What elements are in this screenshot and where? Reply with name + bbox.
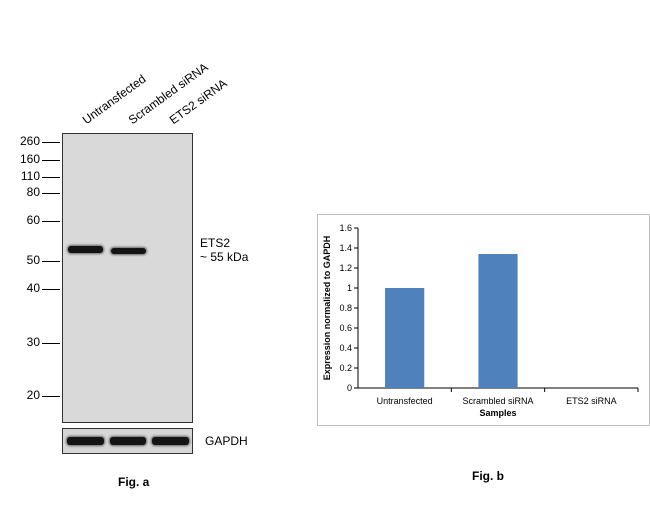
- y-tick-label: 1.6: [339, 223, 352, 233]
- bar: [385, 288, 425, 388]
- y-axis-title: Expression normalized to GAPDH: [322, 236, 332, 381]
- chart-frame: 0 0.2 0.4 0.6 0.8 1 1.2 1.4 1.6 Untransfected Scr…: [317, 214, 650, 426]
- blot-membrane-gapdh: [62, 428, 193, 454]
- bar-chart: 0 0.2 0.4 0.6 0.8 1 1.2 1.4 1.6 Untransfected Scr…: [322, 223, 639, 418]
- mw-tick: [42, 343, 60, 344]
- y-axis: 0 0.2 0.4 0.6 0.8 1 1.2 1.4 1.6: [339, 223, 359, 393]
- target-size-label: ~ 55 kDa: [200, 250, 249, 264]
- x-tick-label: ETS2 siRNA: [566, 396, 617, 406]
- mw-label-30: 30: [26, 335, 40, 349]
- mw-label-20: 20: [26, 388, 40, 402]
- mw-tick: [42, 160, 60, 161]
- y-tick-label: 1: [347, 283, 352, 293]
- mw-tick: [42, 142, 60, 143]
- blot-membrane-ets2: [62, 133, 193, 423]
- target-label: ETS2: [200, 236, 231, 250]
- y-tick-label: 0.8: [339, 303, 352, 313]
- gapdh-band-ets2-sirna: [152, 437, 189, 445]
- y-tick-label: 0.6: [339, 323, 352, 333]
- x-tick-label: Scrambled siRNA: [462, 396, 533, 406]
- y-tick-label: 1.2: [339, 263, 352, 273]
- fig-b-caption: Fig. b: [472, 469, 504, 483]
- mw-label-40: 40: [26, 281, 40, 295]
- x-axis-title: Samples: [479, 408, 516, 418]
- mw-tick: [42, 221, 60, 222]
- mw-tick: [42, 177, 60, 178]
- x-axis: Untransfected Scrambled siRNA ETS2 siRNA: [358, 387, 639, 406]
- gapdh-band-scrambled: [110, 437, 146, 445]
- mw-label-160: 160: [19, 152, 40, 166]
- mw-tick: [42, 261, 60, 262]
- mw-tick: [42, 289, 60, 290]
- band-untransfected: [68, 246, 103, 253]
- loading-control-label: GAPDH: [205, 434, 248, 448]
- y-tick-label: 1.4: [339, 243, 352, 253]
- mw-label-50: 50: [26, 253, 40, 267]
- y-tick-label: 0.2: [339, 363, 352, 373]
- y-tick-label: 0.4: [339, 343, 352, 353]
- mw-label-60: 60: [26, 213, 40, 227]
- mw-tick: [42, 193, 60, 194]
- mw-label-110: 110: [20, 169, 40, 183]
- x-tick-label: Untransfected: [377, 396, 433, 406]
- bars: [385, 254, 518, 388]
- y-tick-label: 0: [347, 383, 352, 393]
- mw-label-80: 80: [26, 185, 40, 199]
- band-scrambled: [111, 248, 146, 254]
- fig-a-caption: Fig. a: [118, 475, 150, 489]
- mw-label-260: 260: [19, 134, 40, 148]
- mw-tick: [42, 396, 60, 397]
- bar: [478, 254, 518, 388]
- gapdh-band-untransfected: [67, 437, 104, 445]
